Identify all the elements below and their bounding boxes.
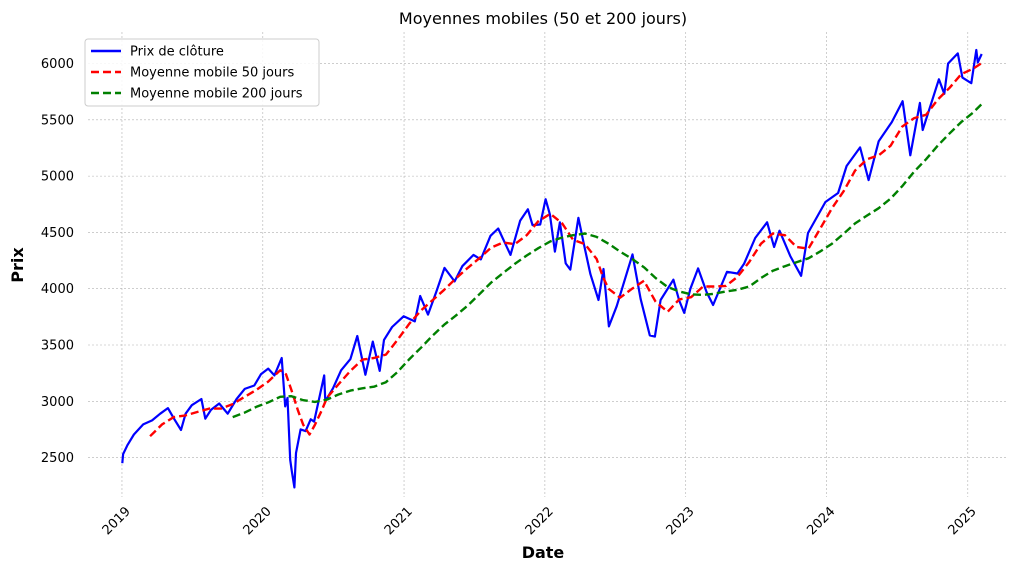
y-tick-label: 4000	[41, 282, 74, 297]
x-tick-label: 2024	[804, 504, 838, 538]
series-line-2	[149, 61, 983, 438]
chart-title: Moyennes mobiles (50 et 200 jours)	[399, 9, 687, 28]
x-tick-label: 2019	[100, 504, 134, 538]
legend-box	[84, 38, 320, 107]
legend-label-3: Moyenne mobile 200 jours	[130, 87, 303, 102]
series-line-1	[121, 48, 983, 489]
x-axis-title: Date	[522, 543, 565, 562]
x-tick-label: 2021	[382, 504, 416, 538]
y-tick-label: 3500	[41, 339, 74, 354]
y-tick-label: 3000	[41, 395, 74, 410]
y-tick-label: 2500	[41, 451, 74, 466]
legend-label-2: Moyenne mobile 50 jours	[130, 66, 295, 81]
series-layer	[121, 48, 983, 489]
y-tick-label: 5000	[41, 170, 74, 185]
x-tick-label: 2022	[523, 504, 557, 538]
y-tick-label: 5500	[41, 113, 74, 128]
tick-layer: 2500 3000 3500 4000 4500 5000 5500 6000 2019 2020…	[41, 57, 980, 538]
y-tick-label: 6000	[41, 57, 74, 72]
grid-layer	[88, 32, 1006, 497]
x-tick-label: 2023	[664, 504, 698, 538]
y-tick-label: 4500	[41, 226, 74, 241]
y-axis-title: Prix	[8, 247, 27, 283]
x-tick-label: 2025	[946, 504, 980, 538]
legend-label-1: Prix de clôture	[130, 45, 224, 60]
legend: Prix de clôture Moyenne mobile 50 jours Mo…	[84, 38, 320, 107]
x-tick-label: 2020	[241, 504, 275, 538]
series-line-3	[232, 103, 983, 419]
